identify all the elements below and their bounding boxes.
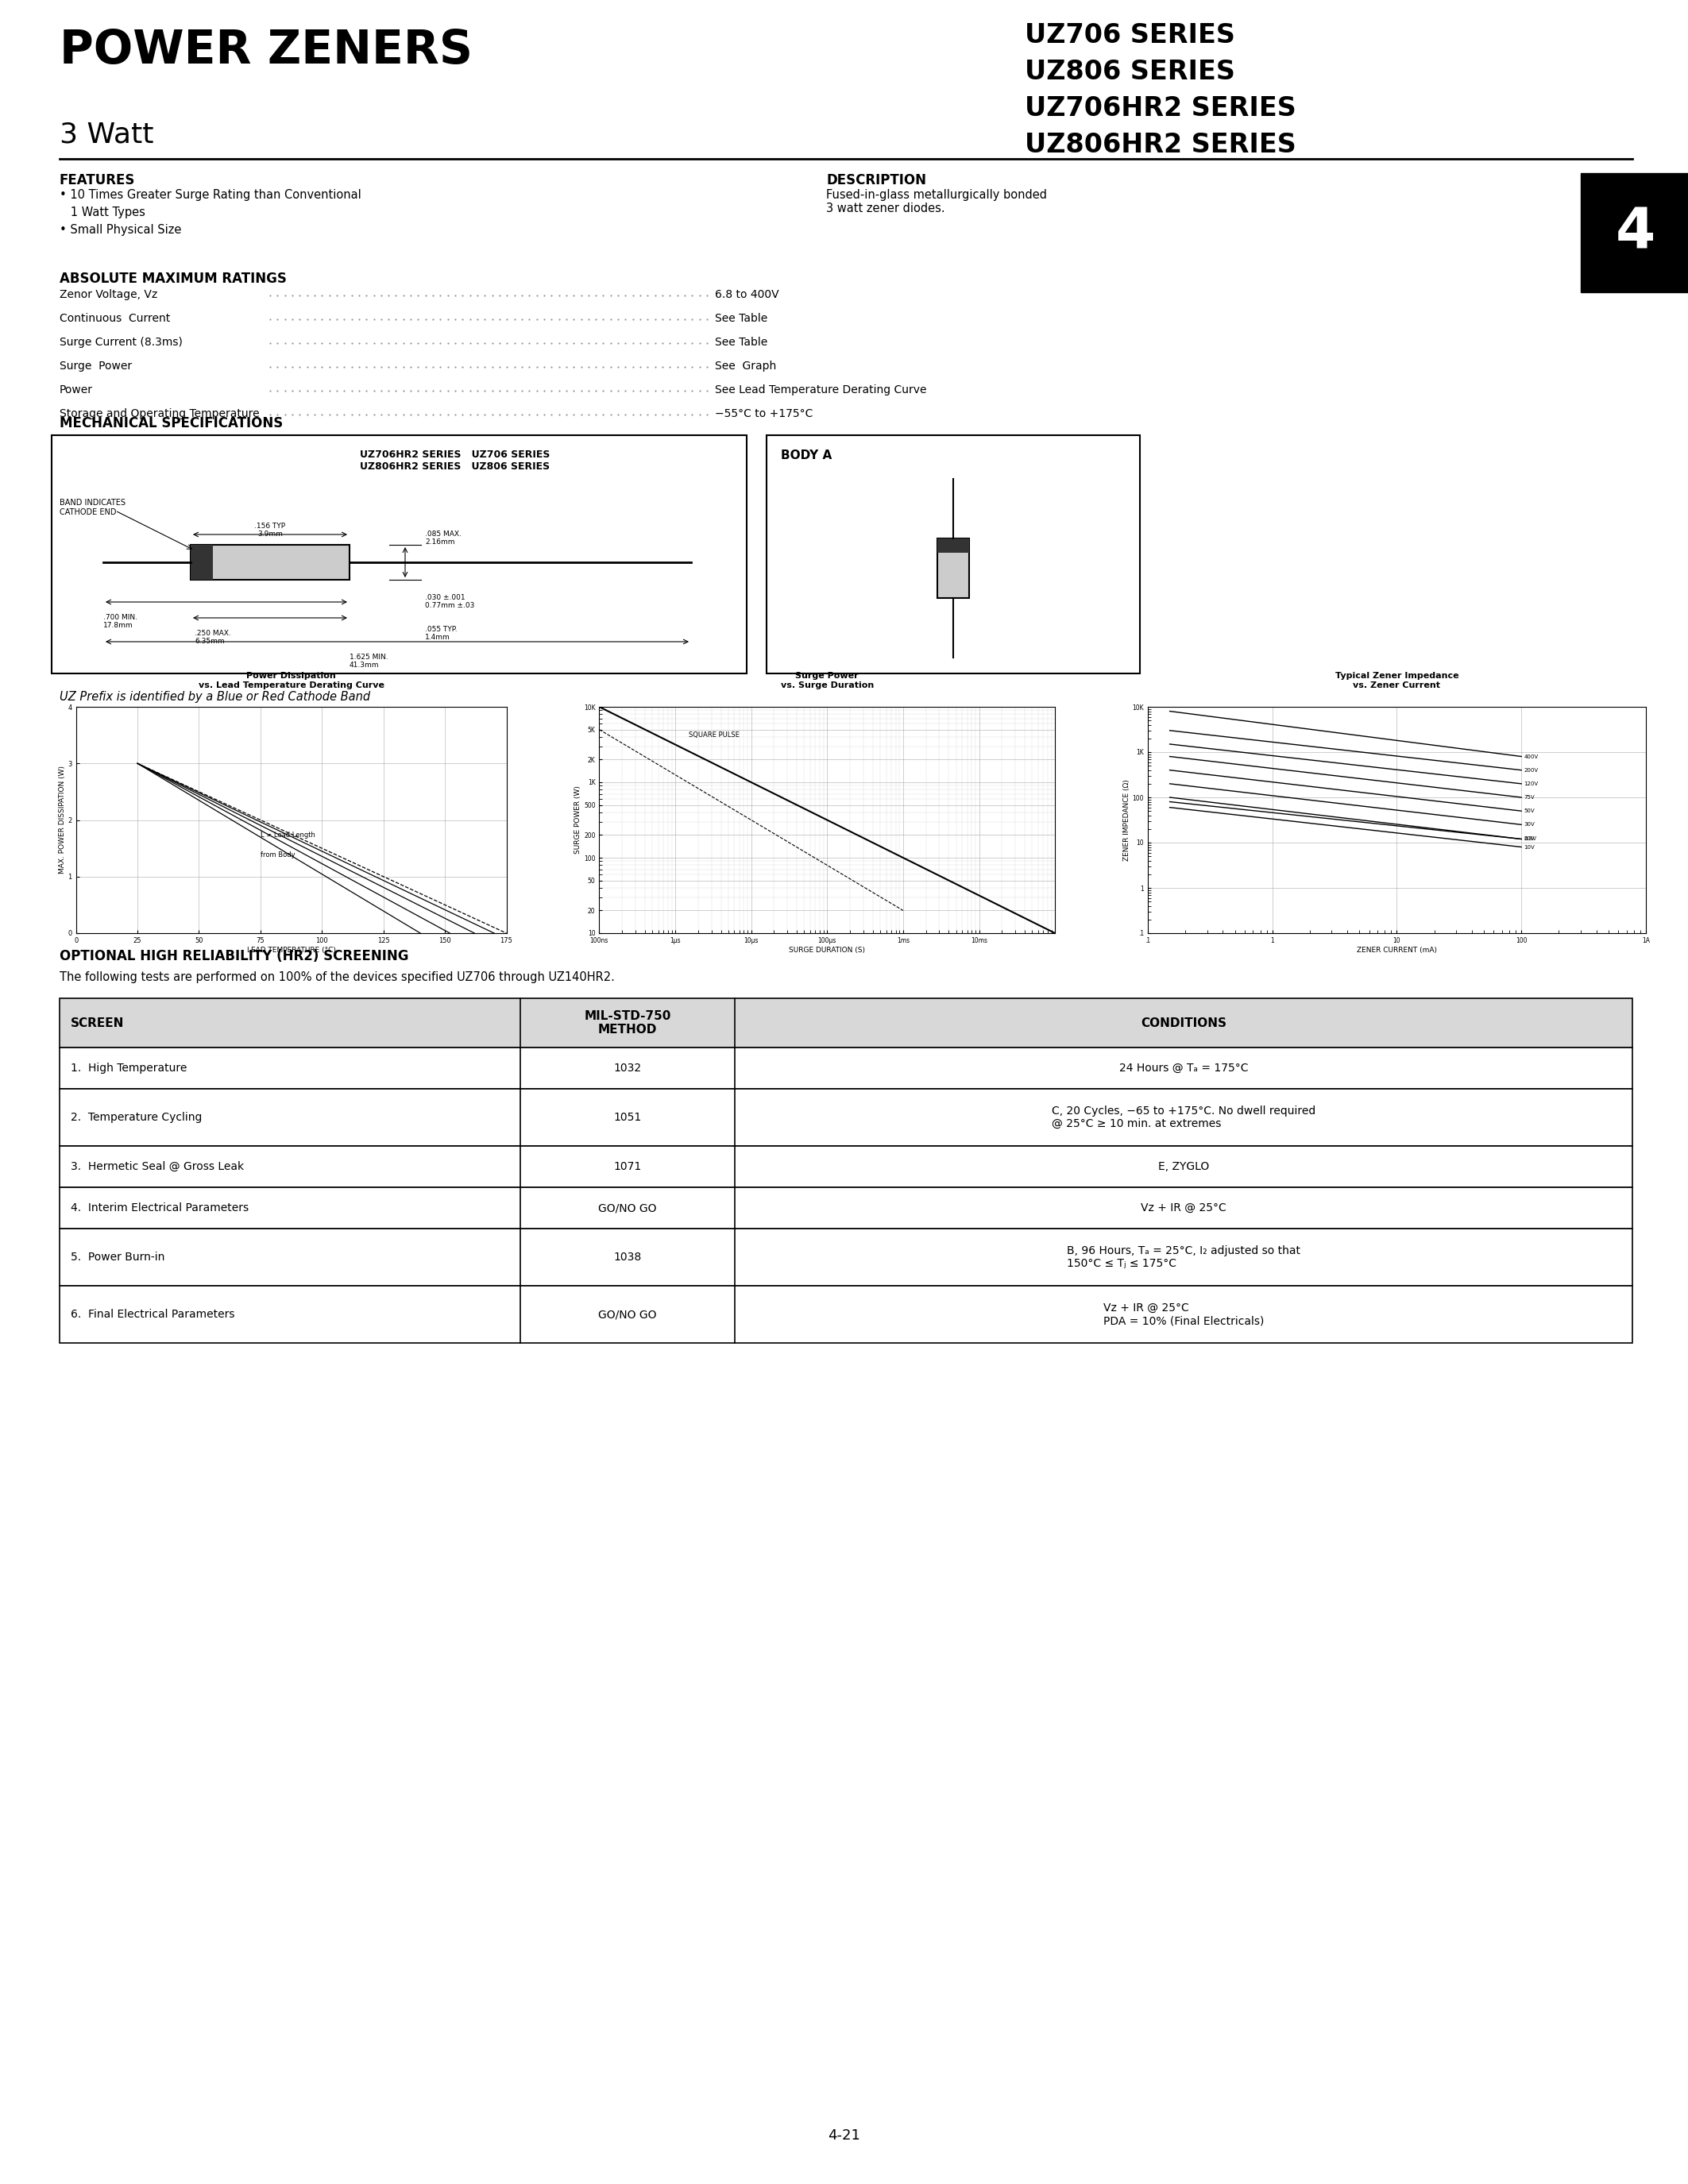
Y-axis label: SURGE POWER (W): SURGE POWER (W): [574, 786, 582, 854]
Text: MIL-STD-750
METHOD: MIL-STD-750 METHOD: [584, 1009, 672, 1035]
Text: 400V: 400V: [1524, 753, 1538, 758]
Text: GO/NO GO: GO/NO GO: [598, 1203, 657, 1214]
Text: 3.  Hermetic Seal @ Gross Leak: 3. Hermetic Seal @ Gross Leak: [71, 1162, 245, 1173]
Bar: [191, 544, 349, 579]
Text: UZ806HR2 SERIES   UZ806 SERIES: UZ806HR2 SERIES UZ806 SERIES: [360, 461, 550, 472]
Text: 4.  Interim Electrical Parameters: 4. Interim Electrical Parameters: [71, 1203, 248, 1214]
Text: .250 MAX.
6.35mm: .250 MAX. 6.35mm: [194, 629, 231, 644]
X-axis label: SURGE DURATION (S): SURGE DURATION (S): [788, 946, 866, 954]
Bar: [59, 998, 1632, 1048]
Y-axis label: ZENER IMPEDANCE (Ω): ZENER IMPEDANCE (Ω): [1123, 780, 1131, 860]
Text: .700 MIN.
17.8mm: .700 MIN. 17.8mm: [103, 614, 137, 629]
Text: E, ZYGLO: E, ZYGLO: [1158, 1162, 1209, 1173]
Text: GO/NO GO: GO/NO GO: [598, 1308, 657, 1319]
Y-axis label: MAX. POWER DISSIPATION (W): MAX. POWER DISSIPATION (W): [59, 767, 66, 874]
Text: FEATURES: FEATURES: [59, 173, 135, 188]
Text: .156 TYP
3.9mm: .156 TYP 3.9mm: [255, 522, 285, 537]
Text: ABSOLUTE MAXIMUM RATINGS: ABSOLUTE MAXIMUM RATINGS: [59, 271, 287, 286]
Text: SQUARE PULSE: SQUARE PULSE: [689, 732, 739, 738]
Text: See Table: See Table: [716, 336, 768, 347]
Text: Vz + IR @ 25°C: Vz + IR @ 25°C: [1141, 1203, 1227, 1214]
Text: 1.625 MIN.
41.3mm: 1.625 MIN. 41.3mm: [349, 653, 388, 668]
Text: UZ806 SERIES: UZ806 SERIES: [1025, 59, 1236, 85]
Text: • Small Physical Size: • Small Physical Size: [59, 225, 181, 236]
Text: 5.  Power Burn-in: 5. Power Burn-in: [71, 1251, 165, 1262]
Bar: [59, 1188, 1632, 1230]
Text: Storage and Operating Temperature: Storage and Operating Temperature: [59, 408, 260, 419]
Text: Typical Zener Impedance
vs. Zener Current: Typical Zener Impedance vs. Zener Curren…: [1335, 673, 1458, 690]
Text: 1051: 1051: [613, 1112, 641, 1123]
Text: UZ Prefix is identified by a Blue or Red Cathode Band: UZ Prefix is identified by a Blue or Red…: [59, 690, 370, 703]
Bar: [59, 1230, 1632, 1286]
Bar: [59, 1286, 1632, 1343]
Text: See Lead Temperature Derating Curve: See Lead Temperature Derating Curve: [716, 384, 927, 395]
Text: 2.  Temperature Cycling: 2. Temperature Cycling: [71, 1112, 203, 1123]
Text: C, 20 Cycles, −65 to +175°C. No dwell required
@ 25°C ≥ 10 min. at extremes: C, 20 Cycles, −65 to +175°C. No dwell re…: [1052, 1105, 1315, 1129]
Text: B, 96 Hours, Tₐ = 25°C, I₂ adjusted so that
150°C ≤ Tⱼ ≤ 175°C: B, 96 Hours, Tₐ = 25°C, I₂ adjusted so t…: [1067, 1245, 1300, 1269]
Text: 1032: 1032: [614, 1064, 641, 1075]
Text: • 10 Times Greater Surge Rating than Conventional: • 10 Times Greater Surge Rating than Con…: [59, 190, 361, 201]
Text: BAND INDICATES
CATHODE END: BAND INDICATES CATHODE END: [59, 498, 125, 515]
Text: .085 MAX.
2.16mm: .085 MAX. 2.16mm: [425, 531, 461, 546]
Text: 4: 4: [1615, 205, 1656, 260]
X-axis label: LEAD TEMPERATURE (°C): LEAD TEMPERATURE (°C): [246, 946, 336, 954]
Text: Fused-in-glass metallurgically bonded
3 watt zener diodes.: Fused-in-glass metallurgically bonded 3 …: [825, 190, 1047, 214]
Text: 6.8V: 6.8V: [1524, 836, 1536, 841]
Text: 1071: 1071: [613, 1162, 641, 1173]
Text: UZ706HR2 SERIES: UZ706HR2 SERIES: [1025, 96, 1296, 122]
Text: Surge  Power: Surge Power: [59, 360, 132, 371]
Text: DESCRIPTION: DESCRIPTION: [825, 173, 927, 188]
Text: Surge Current (8.3ms): Surge Current (8.3ms): [59, 336, 182, 347]
Text: UZ706 SERIES: UZ706 SERIES: [1025, 22, 1236, 48]
Text: 6.  Final Electrical Parameters: 6. Final Electrical Parameters: [71, 1308, 235, 1319]
Bar: [937, 539, 969, 598]
Text: 3 Watt: 3 Watt: [59, 120, 154, 149]
Text: 30V: 30V: [1524, 821, 1534, 828]
Text: CONDITIONS: CONDITIONS: [1141, 1018, 1227, 1029]
Text: POWER ZENERS: POWER ZENERS: [59, 28, 473, 72]
Text: 6.8 to 400V: 6.8 to 400V: [716, 288, 778, 299]
Text: 1 Watt Types: 1 Watt Types: [59, 207, 145, 218]
Text: UZ706HR2 SERIES   UZ706 SERIES: UZ706HR2 SERIES UZ706 SERIES: [360, 450, 550, 461]
Text: The following tests are performed on 100% of the devices specified UZ706 through: The following tests are performed on 100…: [59, 972, 614, 983]
Text: MECHANICAL SPECIFICATIONS: MECHANICAL SPECIFICATIONS: [59, 417, 284, 430]
Text: .055 TYP.
1.4mm: .055 TYP. 1.4mm: [425, 627, 457, 642]
Text: 200V: 200V: [1524, 769, 1538, 773]
Bar: [59, 1048, 1632, 1090]
Bar: [52, 435, 746, 673]
Bar: [766, 435, 1139, 673]
Text: See Table: See Table: [716, 312, 768, 323]
Bar: [937, 539, 969, 553]
X-axis label: ZENER CURRENT (mA): ZENER CURRENT (mA): [1357, 946, 1436, 954]
Text: 75V: 75V: [1524, 795, 1534, 799]
Text: 120V: 120V: [1524, 782, 1538, 786]
Text: Surge Power
vs. Surge Duration: Surge Power vs. Surge Duration: [780, 673, 874, 690]
Text: Power: Power: [59, 384, 93, 395]
Text: 4-21: 4-21: [827, 2129, 861, 2143]
Text: BODY A: BODY A: [782, 450, 832, 461]
Text: 24 Hours @ Tₐ = 175°C: 24 Hours @ Tₐ = 175°C: [1119, 1064, 1247, 1075]
Bar: [191, 544, 213, 579]
Text: 50V: 50V: [1524, 808, 1534, 812]
Text: from Body: from Body: [260, 852, 295, 858]
Text: See  Graph: See Graph: [716, 360, 776, 371]
Text: Zenor Voltage, Vz: Zenor Voltage, Vz: [59, 288, 157, 299]
Text: SCREEN: SCREEN: [71, 1018, 125, 1029]
Bar: [59, 1147, 1632, 1188]
Text: Power Dissipation
vs. Lead Temperature Derating Curve: Power Dissipation vs. Lead Temperature D…: [197, 673, 385, 690]
Text: 20V: 20V: [1524, 836, 1534, 841]
Text: UZ806HR2 SERIES: UZ806HR2 SERIES: [1025, 131, 1296, 157]
Bar: [59, 1090, 1632, 1147]
Text: 10V: 10V: [1524, 845, 1534, 850]
Text: −55°C to +175°C: −55°C to +175°C: [716, 408, 814, 419]
Text: .030 ±.001
0.77mm ±.03: .030 ±.001 0.77mm ±.03: [425, 594, 474, 609]
Text: Continuous  Current: Continuous Current: [59, 312, 170, 323]
Bar: [1580, 173, 1688, 293]
Text: OPTIONAL HIGH RELIABILITY (HR2) SCREENING: OPTIONAL HIGH RELIABILITY (HR2) SCREENIN…: [59, 950, 408, 963]
Text: Vz + IR @ 25°C
PDA = 10% (Final Electricals): Vz + IR @ 25°C PDA = 10% (Final Electric…: [1104, 1302, 1264, 1326]
Text: 1.  High Temperature: 1. High Temperature: [71, 1064, 187, 1075]
Text: L = Lead Length: L = Lead Length: [260, 832, 316, 839]
Text: 1038: 1038: [613, 1251, 641, 1262]
